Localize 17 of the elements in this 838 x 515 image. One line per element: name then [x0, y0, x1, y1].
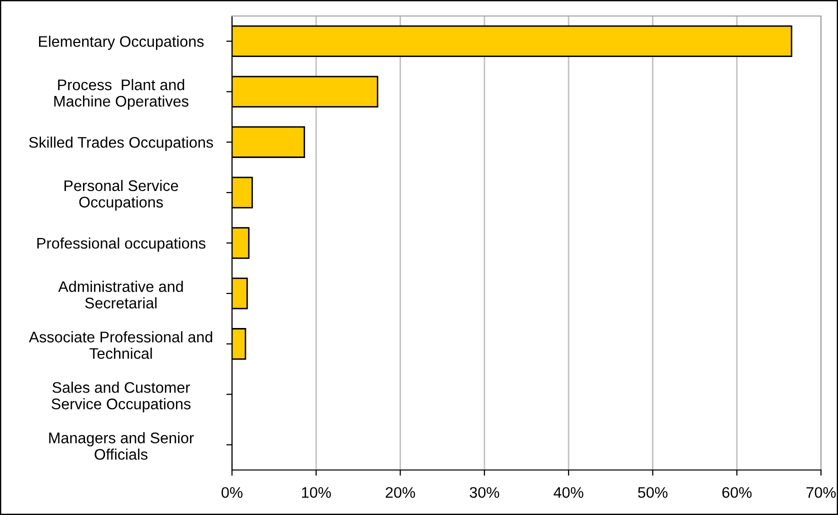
y-tick-label: Associate Professional and Technical	[28, 331, 212, 359]
y-tick-label: Process Plant and Machine Operatives	[54, 79, 188, 110]
y-tick-label: Skilled Trades Occupations	[29, 136, 214, 151]
x-tick-label: 10%	[302, 487, 331, 498]
y-tick-label: Professional occupations	[37, 237, 206, 252]
x-tick-label: 30%	[470, 487, 500, 498]
x-tick-label: 50%	[638, 487, 668, 498]
y-tick-label: Administrative and Secretarial	[58, 280, 183, 308]
x-tick-label: 20%	[386, 487, 416, 498]
y-tick-label: Elementary Occupations	[39, 36, 204, 50]
x-tick-label: 60%	[722, 487, 752, 498]
x-tick-label: 70%	[806, 487, 836, 498]
x-tick-label: 40%	[554, 487, 584, 498]
y-tick-label: Personal Service Occupations	[64, 180, 178, 211]
x-tick-label: 0%	[222, 487, 242, 498]
y-tick-label: Managers and Senior Officials	[49, 432, 194, 460]
y-tick-label: Sales and Customer Service Occupations	[52, 382, 191, 412]
